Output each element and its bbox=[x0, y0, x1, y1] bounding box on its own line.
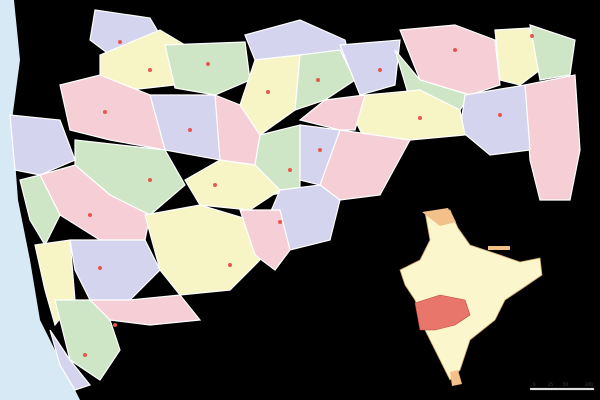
india bbox=[399, 209, 543, 381]
district bbox=[354, 89, 466, 151]
district-centers bbox=[83, 34, 534, 357]
kashmir bbox=[422, 208, 456, 226]
districts bbox=[9, 9, 581, 391]
city-dot bbox=[278, 220, 282, 224]
district bbox=[39, 164, 151, 241]
district bbox=[529, 24, 576, 81]
city-dot bbox=[288, 168, 292, 172]
city-dot bbox=[318, 148, 322, 152]
district bbox=[339, 39, 401, 96]
city-dot bbox=[498, 113, 502, 117]
district bbox=[524, 74, 581, 201]
scale-label: 50 bbox=[563, 382, 569, 387]
city-dot bbox=[148, 178, 152, 182]
region bbox=[488, 246, 510, 250]
city-dot bbox=[530, 34, 534, 38]
city-dot bbox=[83, 353, 87, 357]
district bbox=[164, 41, 251, 96]
city-dot bbox=[188, 128, 192, 132]
district bbox=[9, 114, 76, 176]
city-dot bbox=[266, 90, 270, 94]
scale-line bbox=[529, 387, 595, 391]
district bbox=[319, 129, 411, 201]
city-dot bbox=[88, 213, 92, 217]
city-dot bbox=[213, 183, 217, 187]
city-dot bbox=[316, 78, 320, 82]
sea bbox=[0, 0, 80, 400]
region bbox=[450, 370, 462, 386]
district bbox=[144, 204, 261, 296]
district bbox=[49, 329, 92, 391]
district bbox=[239, 209, 291, 271]
district bbox=[494, 27, 541, 86]
maharashtra bbox=[414, 294, 471, 331]
city-dot bbox=[103, 110, 107, 114]
district bbox=[239, 54, 301, 136]
city-dot bbox=[228, 263, 232, 267]
scale-label: 25 bbox=[548, 382, 554, 387]
district bbox=[298, 94, 366, 131]
city-dot bbox=[113, 323, 117, 327]
city-dot bbox=[378, 68, 382, 72]
city-dot bbox=[453, 48, 457, 52]
city-dot bbox=[148, 68, 152, 72]
city-dot bbox=[418, 116, 422, 120]
scale-bar: 0 25 50 100 bbox=[529, 382, 595, 391]
scale-label: 0 bbox=[533, 382, 536, 387]
scale-label: 100 bbox=[585, 382, 593, 387]
city-dot bbox=[118, 40, 122, 44]
district bbox=[19, 174, 61, 247]
district bbox=[294, 49, 356, 111]
india-inset bbox=[399, 208, 543, 386]
city-dot bbox=[98, 266, 102, 270]
city-dot bbox=[206, 62, 210, 66]
